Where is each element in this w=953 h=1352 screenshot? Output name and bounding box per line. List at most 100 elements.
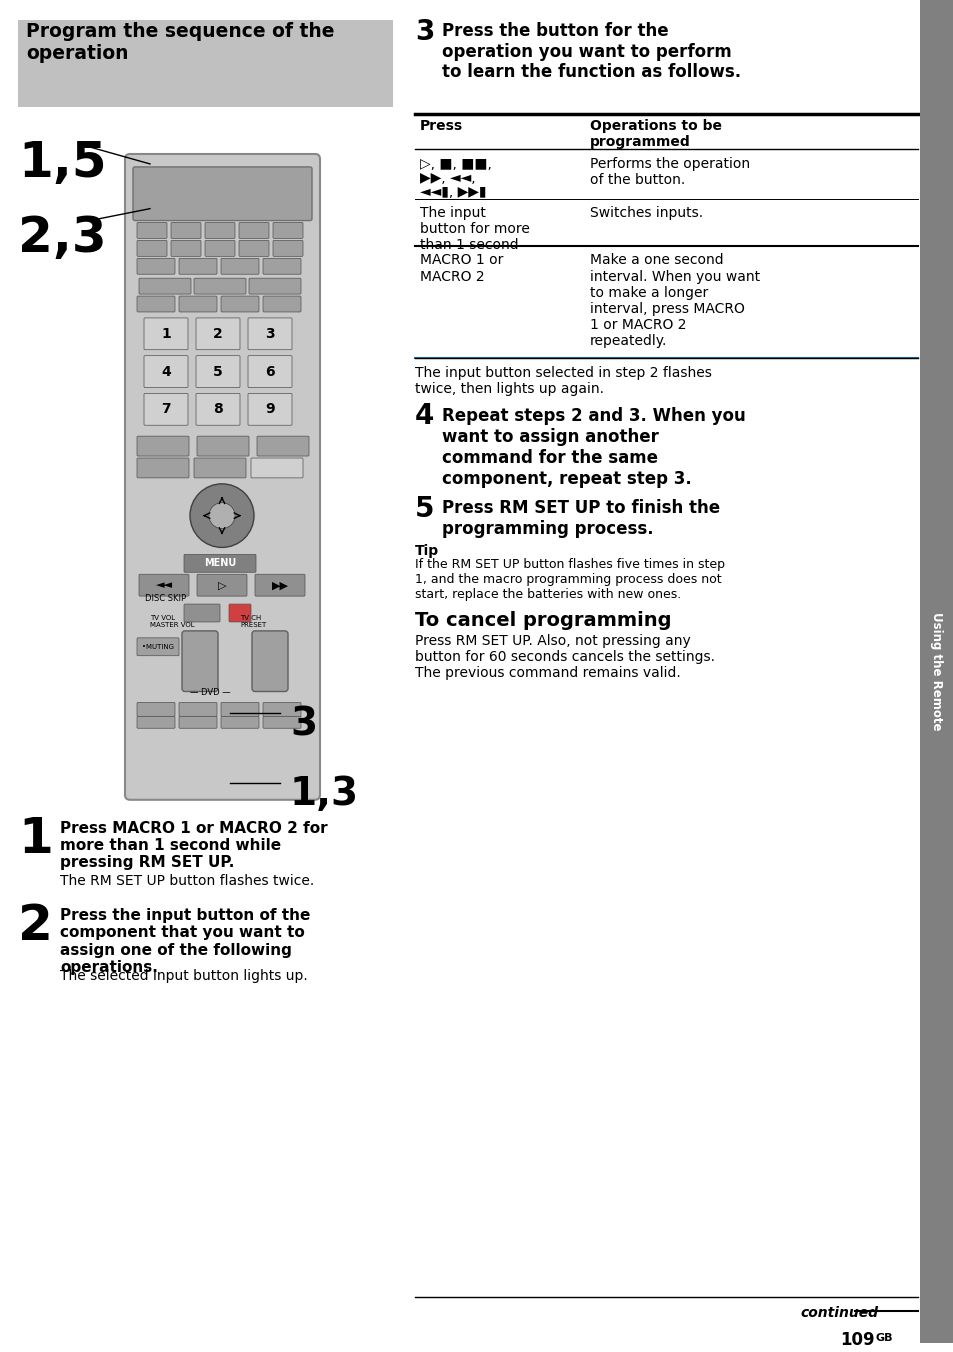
Text: TV CH
PRESET: TV CH PRESET bbox=[240, 615, 266, 627]
Text: Press MACRO 1 or MACRO 2 for
more than 1 second while
pressing RM SET UP.: Press MACRO 1 or MACRO 2 for more than 1… bbox=[60, 821, 327, 871]
Text: 4: 4 bbox=[161, 365, 171, 379]
FancyBboxPatch shape bbox=[263, 717, 301, 729]
Text: Using the Remote: Using the Remote bbox=[929, 612, 943, 731]
Text: 3: 3 bbox=[415, 18, 434, 46]
FancyBboxPatch shape bbox=[137, 458, 189, 477]
Text: Press RM SET UP. Also, not pressing any
button for 60 seconds cancels the settin: Press RM SET UP. Also, not pressing any … bbox=[415, 634, 714, 680]
Text: The selected input button lights up.: The selected input button lights up. bbox=[60, 968, 308, 983]
Text: 6: 6 bbox=[265, 365, 274, 379]
Text: The input button selected in step 2 flashes
twice, then lights up again.: The input button selected in step 2 flas… bbox=[415, 365, 711, 396]
Text: Press RM SET UP to finish the
programming process.: Press RM SET UP to finish the programmin… bbox=[441, 499, 720, 538]
FancyBboxPatch shape bbox=[179, 258, 216, 274]
Text: Switches inputs.: Switches inputs. bbox=[589, 206, 702, 219]
Text: ◄◄▮, ▶▶▮: ◄◄▮, ▶▶▮ bbox=[419, 185, 486, 199]
Text: If the RM SET UP button flashes five times in step
1, and the macro programming : If the RM SET UP button flashes five tim… bbox=[415, 558, 724, 602]
FancyBboxPatch shape bbox=[182, 631, 218, 691]
Text: 2,3: 2,3 bbox=[18, 214, 107, 261]
FancyBboxPatch shape bbox=[221, 258, 258, 274]
Text: GB: GB bbox=[875, 1333, 893, 1344]
Text: ▶▶, ◄◄,: ▶▶, ◄◄, bbox=[419, 170, 476, 185]
FancyBboxPatch shape bbox=[249, 279, 301, 295]
Text: 1: 1 bbox=[18, 815, 52, 863]
Text: The RM SET UP button flashes twice.: The RM SET UP button flashes twice. bbox=[60, 875, 314, 888]
FancyBboxPatch shape bbox=[179, 717, 216, 729]
FancyBboxPatch shape bbox=[251, 458, 303, 477]
Text: 2: 2 bbox=[18, 902, 52, 950]
Text: Press: Press bbox=[419, 119, 462, 134]
Text: ▷, ■, ■■,: ▷, ■, ■■, bbox=[419, 157, 492, 170]
Bar bbox=[919, 0, 953, 1344]
FancyBboxPatch shape bbox=[273, 223, 303, 238]
FancyBboxPatch shape bbox=[144, 393, 188, 426]
Text: ◄◄: ◄◄ bbox=[155, 580, 172, 591]
FancyBboxPatch shape bbox=[137, 296, 174, 312]
FancyBboxPatch shape bbox=[239, 241, 269, 257]
Text: TV VOL
MASTER VOL: TV VOL MASTER VOL bbox=[150, 615, 194, 627]
Text: MENU: MENU bbox=[204, 558, 236, 568]
Text: 5: 5 bbox=[213, 365, 223, 379]
FancyBboxPatch shape bbox=[137, 703, 174, 717]
Text: Program the sequence of the
operation: Program the sequence of the operation bbox=[26, 22, 335, 62]
Text: 109: 109 bbox=[840, 1332, 874, 1349]
FancyBboxPatch shape bbox=[196, 575, 247, 596]
Text: To cancel programming: To cancel programming bbox=[415, 611, 671, 630]
Text: Press the button for the
operation you want to perform
to learn the function as : Press the button for the operation you w… bbox=[441, 22, 740, 81]
FancyBboxPatch shape bbox=[195, 318, 240, 350]
Text: 8: 8 bbox=[213, 403, 223, 416]
FancyBboxPatch shape bbox=[263, 703, 301, 717]
Text: Operations to be
programmed: Operations to be programmed bbox=[589, 119, 721, 150]
Text: MACRO 1 or
MACRO 2: MACRO 1 or MACRO 2 bbox=[419, 253, 503, 284]
Text: 1: 1 bbox=[161, 327, 171, 341]
Bar bbox=[18, 20, 393, 107]
FancyBboxPatch shape bbox=[137, 717, 174, 729]
FancyBboxPatch shape bbox=[256, 437, 309, 456]
FancyBboxPatch shape bbox=[125, 154, 319, 800]
Text: 7: 7 bbox=[161, 403, 171, 416]
FancyBboxPatch shape bbox=[221, 703, 258, 717]
Text: Make a one second
interval. When you want
to make a longer
interval, press MACRO: Make a one second interval. When you wan… bbox=[589, 253, 760, 349]
FancyBboxPatch shape bbox=[184, 604, 220, 622]
FancyBboxPatch shape bbox=[239, 223, 269, 238]
FancyBboxPatch shape bbox=[132, 166, 312, 220]
Text: — DVD —: — DVD — bbox=[190, 688, 231, 698]
FancyBboxPatch shape bbox=[137, 437, 189, 456]
FancyBboxPatch shape bbox=[248, 356, 292, 388]
Text: 2: 2 bbox=[213, 327, 223, 341]
FancyBboxPatch shape bbox=[254, 575, 305, 596]
Text: Performs the operation
of the button.: Performs the operation of the button. bbox=[589, 157, 749, 187]
Circle shape bbox=[190, 484, 253, 548]
FancyBboxPatch shape bbox=[179, 296, 216, 312]
Text: The input
button for more
than 1 second: The input button for more than 1 second bbox=[419, 206, 529, 251]
FancyBboxPatch shape bbox=[196, 437, 249, 456]
Text: 3: 3 bbox=[290, 706, 316, 744]
Text: 9: 9 bbox=[265, 403, 274, 416]
FancyBboxPatch shape bbox=[137, 258, 174, 274]
FancyBboxPatch shape bbox=[273, 241, 303, 257]
FancyBboxPatch shape bbox=[195, 356, 240, 388]
FancyBboxPatch shape bbox=[137, 241, 167, 257]
FancyBboxPatch shape bbox=[229, 604, 251, 622]
Text: DISC SKIP: DISC SKIP bbox=[145, 594, 186, 603]
FancyBboxPatch shape bbox=[137, 223, 167, 238]
Text: 4: 4 bbox=[415, 403, 434, 430]
FancyBboxPatch shape bbox=[171, 241, 201, 257]
Text: 1,5: 1,5 bbox=[18, 139, 107, 187]
FancyBboxPatch shape bbox=[144, 318, 188, 350]
FancyBboxPatch shape bbox=[221, 296, 258, 312]
FancyBboxPatch shape bbox=[171, 223, 201, 238]
FancyBboxPatch shape bbox=[263, 258, 301, 274]
FancyBboxPatch shape bbox=[205, 241, 234, 257]
FancyBboxPatch shape bbox=[144, 356, 188, 388]
FancyBboxPatch shape bbox=[139, 575, 189, 596]
Text: Tip: Tip bbox=[415, 545, 438, 558]
FancyBboxPatch shape bbox=[252, 631, 288, 691]
FancyBboxPatch shape bbox=[248, 393, 292, 426]
FancyBboxPatch shape bbox=[137, 638, 179, 656]
Text: 1,3: 1,3 bbox=[290, 775, 358, 813]
FancyBboxPatch shape bbox=[263, 296, 301, 312]
Text: •MUTING: •MUTING bbox=[142, 644, 173, 650]
FancyBboxPatch shape bbox=[193, 279, 246, 295]
FancyBboxPatch shape bbox=[205, 223, 234, 238]
Text: continued: continued bbox=[800, 1306, 877, 1321]
Text: 5: 5 bbox=[415, 495, 434, 523]
